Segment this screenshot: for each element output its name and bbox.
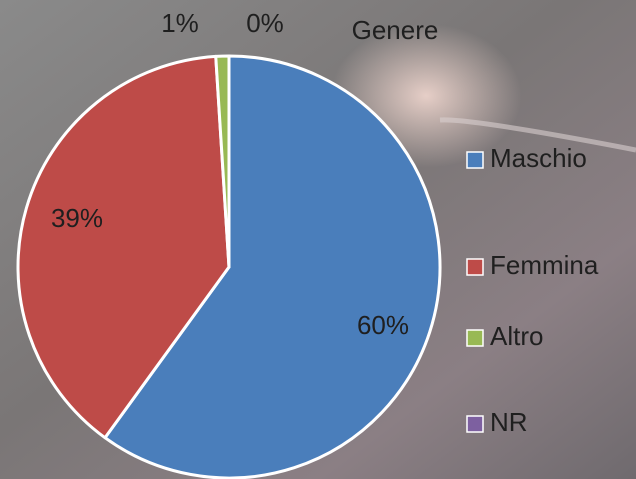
data-label: 1% — [161, 8, 199, 38]
legend-swatch — [467, 330, 483, 346]
chart: Genere 60% 39% 1% 0% Maschio Femmina Altro NR — [0, 0, 636, 479]
legend-label: Maschio — [490, 143, 587, 173]
legend-label: NR — [490, 407, 528, 437]
data-label: 0% — [246, 8, 284, 38]
data-label: 39% — [51, 203, 103, 233]
legend-swatch — [467, 152, 483, 168]
chart-title: Genere — [352, 15, 439, 45]
legend-swatch — [467, 416, 483, 432]
data-label: 60% — [357, 310, 409, 340]
legend-label: Altro — [490, 321, 543, 351]
legend-swatch — [467, 259, 483, 275]
legend-label: Femmina — [490, 250, 599, 280]
